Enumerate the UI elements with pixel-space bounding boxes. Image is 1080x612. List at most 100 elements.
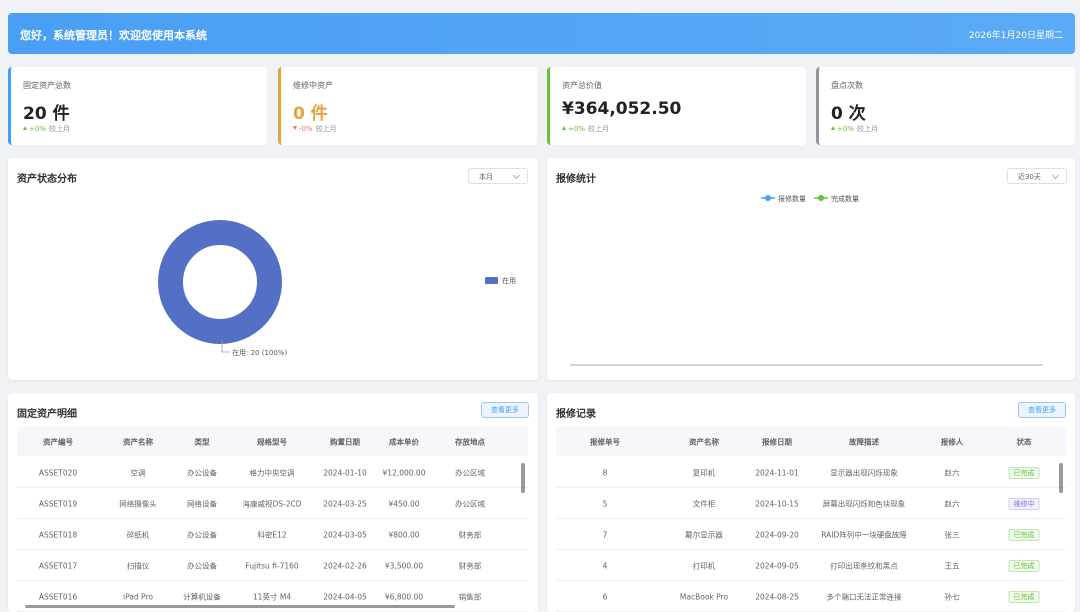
legend-label: 完成数量 — [831, 194, 859, 203]
table-row: ASSET018 碎纸机 办公设备 科密E12 2024-03-05 ¥800.00 财务部 — [17, 519, 528, 550]
table-cell: 2024-02-26 — [323, 561, 367, 571]
column-header: 资产名称 — [123, 437, 153, 447]
table-cell: 已完成 — [1008, 591, 1040, 603]
greeting: 您好，系统管理员！欢迎您使用本系统 — [20, 29, 207, 42]
table-cell: 屏幕出现闪烁和色块现象 — [822, 499, 906, 509]
table-cell: 办公设备 — [187, 561, 217, 571]
table-cell: 格力中央空调 — [249, 468, 295, 478]
trend-value: +0% — [29, 125, 46, 133]
table-cell: ¥6,800.00 — [384, 592, 424, 602]
h-scrollbar — [25, 605, 455, 608]
table-cell: 办公区域 — [455, 499, 485, 509]
table-row: 8 复印机 2024-11-01 显示器出现闪烁现象 赵六 已完成 — [556, 457, 1066, 488]
trend-arrow — [293, 126, 297, 130]
table-cell: 打印机 — [692, 561, 716, 571]
table-cell: 海康威视DS-2CD — [242, 499, 302, 509]
table-cell: ASSET016 — [38, 592, 78, 602]
table-row: 6 MacBook Pro 2024-08-25 多个端口无法正常连接 孙七 已完成 — [556, 581, 1066, 612]
table-cell: 科密E12 — [257, 530, 287, 540]
period-select[interactable]: 本月 — [468, 168, 528, 184]
column-header: 故障描述 — [849, 437, 879, 447]
table-cell: MacBook Pro — [679, 592, 729, 602]
table-cell: 已完成 — [1008, 560, 1040, 572]
table-cell: 2024-03-25 — [323, 499, 367, 509]
column-header: 报修单号 — [590, 437, 620, 447]
table-cell: 空调 — [130, 468, 146, 478]
data-table: 资产编号 资产名称 类型 规格型号 购置日期 成本单价 存放地点 ASSET020 空调 办公设备… — [17, 427, 528, 612]
table-row: ASSET019 网络摄像头 网络设备 海康威视DS-2CD 2024-03-25 ¥45… — [17, 488, 528, 519]
column-header: 存放地点 — [455, 437, 485, 447]
table-cell: 2024-04-05 — [323, 592, 367, 602]
column-header: 报修人 — [940, 437, 964, 447]
table-cell: 4 — [602, 561, 608, 571]
more-button[interactable]: 查看更多 — [481, 402, 529, 418]
pie-slice — [158, 220, 282, 344]
column-header: 类型 — [194, 437, 210, 447]
stat-label: 盘点次数 — [831, 81, 863, 90]
stat-value: ¥364,052.50 — [562, 99, 682, 119]
table-cell: 碎纸机 — [126, 530, 150, 540]
stat-value: 0 次 — [831, 104, 866, 124]
table-row: ASSET017 扫描仪 办公设备 Fujitsu fi-7160 2024-02-26… — [17, 550, 528, 581]
table-cell: 王五 — [944, 561, 960, 571]
trend-compare: 较上月 — [315, 125, 337, 133]
more-button[interactable]: 查看更多 — [1018, 402, 1066, 418]
table-cell: 孙七 — [944, 592, 960, 602]
stat-card: 固定资产总数 20 件 +0% 较上月 — [8, 67, 267, 145]
table-cell: ASSET017 — [38, 561, 78, 571]
row-divider — [556, 518, 1066, 519]
column-header: 成本单价 — [389, 437, 419, 447]
table-cell: 赵六 — [944, 468, 960, 478]
table-cell: ¥3,500.00 — [384, 561, 424, 571]
welcome-bar: 您好，系统管理员！欢迎您使用本系统 2026年1月20日星期二 — [8, 13, 1075, 54]
row-divider — [17, 518, 528, 519]
status-badge: 已完成 — [1008, 560, 1040, 572]
assets-panel: 固定资产明细 查看更多 资产编号 资产名称 类型 规格型号 购置日期 成本单价 存放地点 AS… — [8, 393, 538, 612]
period-select[interactable]: 近30天 — [1007, 168, 1067, 184]
table-cell: RAID阵列中一块硬盘故障 — [821, 530, 907, 540]
legend-swatch — [485, 277, 498, 284]
table-cell: 销售部 — [458, 592, 482, 602]
panel-title: 报修记录 — [556, 409, 596, 420]
row-divider — [556, 549, 1066, 550]
table-cell: 办公设备 — [187, 468, 217, 478]
stat-trend: -0% 较上月 — [293, 124, 337, 134]
status-badge: 维修中 — [1008, 498, 1040, 510]
table-cell: 打印出现条纹和黑点 — [830, 561, 898, 571]
table-cell: 复印机 — [692, 468, 716, 478]
v-scrollbar — [1059, 463, 1063, 493]
table-cell: ASSET020 — [38, 468, 78, 478]
data-table: 报修单号 资产名称 报修日期 故障描述 报修人 状态 8 复印机 2024-11-01 显示器出现… — [556, 427, 1066, 612]
table-cell: ASSET018 — [38, 530, 78, 540]
table-cell: ¥800.00 — [388, 530, 420, 540]
column-header: 报修日期 — [762, 437, 792, 447]
legend-marker — [765, 195, 771, 201]
stat-card: 维修中资产 0 件 -0% 较上月 — [278, 67, 537, 145]
row-divider — [17, 487, 528, 488]
table-cell: 多个端口无法正常连接 — [826, 592, 902, 602]
table-cell: 计算机设备 — [183, 592, 221, 602]
table-cell: 财务部 — [458, 561, 482, 571]
stat-value: 20 件 — [23, 104, 70, 124]
table-cell: 网络设备 — [187, 499, 217, 509]
table-cell: 8 — [602, 468, 608, 478]
stat-trend: +0% 较上月 — [831, 124, 878, 134]
column-header: 资产编号 — [43, 437, 73, 447]
table-cell: 显示器出现闪烁现象 — [830, 468, 898, 478]
slice-label: 在用: 20 (100%) — [232, 348, 287, 357]
pie-chart: 在用: 20 (100%) 在用 — [158, 220, 516, 357]
stat-card: 盘点次数 0 次 +0% 较上月 — [816, 67, 1075, 145]
table-cell: 2024-10-15 — [755, 499, 799, 509]
status-badge: 已完成 — [1008, 467, 1040, 479]
trend-arrow — [23, 126, 27, 130]
repairs-panel: 报修记录 查看更多 报修单号 资产名称 报修日期 故障描述 报修人 状态 8 复印机 2024-… — [547, 393, 1075, 612]
table-cell: ASSET019 — [38, 499, 78, 509]
column-header: 规格型号 — [257, 437, 287, 447]
stat-trend: +0% 较上月 — [23, 124, 70, 134]
stat-label: 固定资产总数 — [23, 81, 71, 90]
table-cell: 2024-11-01 — [755, 468, 799, 478]
table-row: 7 戴尔显示器 2024-09-20 RAID阵列中一块硬盘故障 张三 已完成 — [556, 519, 1066, 550]
table-row: 4 打印机 2024-09-05 打印出现条纹和黑点 王五 已完成 — [556, 550, 1066, 581]
table-row: ASSET020 空调 办公设备 格力中央空调 2024-01-10 ¥12,000.00… — [17, 457, 528, 488]
